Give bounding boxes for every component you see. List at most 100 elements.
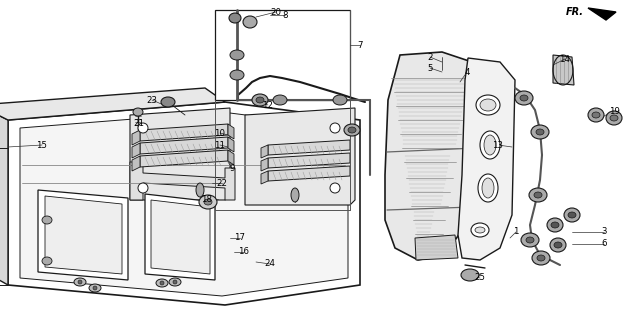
Ellipse shape xyxy=(78,280,82,284)
Ellipse shape xyxy=(169,278,181,286)
Ellipse shape xyxy=(537,255,545,261)
Text: 5: 5 xyxy=(427,63,433,73)
Polygon shape xyxy=(130,162,235,200)
Text: 19: 19 xyxy=(609,107,619,116)
Polygon shape xyxy=(8,102,360,305)
Ellipse shape xyxy=(520,95,528,101)
Text: 23: 23 xyxy=(146,95,157,105)
Ellipse shape xyxy=(606,111,622,125)
Text: 24: 24 xyxy=(264,260,276,268)
Ellipse shape xyxy=(534,192,542,198)
Ellipse shape xyxy=(133,108,143,116)
Ellipse shape xyxy=(273,95,287,105)
Polygon shape xyxy=(132,130,140,145)
Text: 12: 12 xyxy=(262,100,273,109)
Ellipse shape xyxy=(348,127,356,133)
Polygon shape xyxy=(245,108,355,205)
Ellipse shape xyxy=(480,131,500,159)
Ellipse shape xyxy=(484,135,496,155)
Ellipse shape xyxy=(547,218,563,232)
Ellipse shape xyxy=(592,112,600,118)
Ellipse shape xyxy=(610,115,618,121)
Ellipse shape xyxy=(74,278,86,286)
Polygon shape xyxy=(130,108,230,200)
Ellipse shape xyxy=(482,178,494,198)
Text: 7: 7 xyxy=(357,41,363,50)
Polygon shape xyxy=(140,137,228,154)
Ellipse shape xyxy=(138,123,148,133)
Text: 17: 17 xyxy=(235,234,245,243)
Polygon shape xyxy=(588,8,616,20)
Ellipse shape xyxy=(42,257,52,265)
Ellipse shape xyxy=(230,70,244,80)
Ellipse shape xyxy=(252,94,268,106)
Polygon shape xyxy=(145,194,215,280)
Polygon shape xyxy=(553,55,574,85)
Polygon shape xyxy=(261,171,268,184)
Ellipse shape xyxy=(344,124,360,136)
Ellipse shape xyxy=(138,183,148,193)
Text: 8: 8 xyxy=(282,11,288,20)
Polygon shape xyxy=(458,58,515,260)
Ellipse shape xyxy=(93,286,97,290)
Ellipse shape xyxy=(536,129,544,135)
Polygon shape xyxy=(0,105,8,285)
Text: 1: 1 xyxy=(514,228,519,236)
Ellipse shape xyxy=(199,195,217,209)
Ellipse shape xyxy=(256,97,264,103)
Polygon shape xyxy=(132,156,140,171)
Ellipse shape xyxy=(333,95,347,105)
Polygon shape xyxy=(261,145,268,158)
Ellipse shape xyxy=(568,212,576,218)
Ellipse shape xyxy=(196,183,204,197)
Text: 22: 22 xyxy=(216,179,228,188)
Ellipse shape xyxy=(526,237,534,243)
Ellipse shape xyxy=(476,95,500,115)
Polygon shape xyxy=(228,137,234,152)
Ellipse shape xyxy=(461,269,479,281)
Ellipse shape xyxy=(554,242,562,248)
Ellipse shape xyxy=(515,91,533,105)
Ellipse shape xyxy=(204,199,212,205)
Ellipse shape xyxy=(471,223,489,237)
Polygon shape xyxy=(151,200,210,274)
Text: 3: 3 xyxy=(601,228,607,236)
Polygon shape xyxy=(268,166,350,181)
Ellipse shape xyxy=(161,97,175,107)
Text: 6: 6 xyxy=(601,239,607,249)
Text: 21: 21 xyxy=(134,118,145,127)
Polygon shape xyxy=(20,112,348,296)
Text: 11: 11 xyxy=(214,140,226,149)
Ellipse shape xyxy=(588,108,604,122)
Ellipse shape xyxy=(229,13,241,23)
Text: 14: 14 xyxy=(559,54,571,63)
Ellipse shape xyxy=(330,123,340,133)
Text: 10: 10 xyxy=(214,129,226,138)
Ellipse shape xyxy=(475,227,485,233)
Polygon shape xyxy=(268,140,350,155)
Ellipse shape xyxy=(160,281,164,285)
Text: 13: 13 xyxy=(493,140,503,149)
Polygon shape xyxy=(45,196,122,274)
Polygon shape xyxy=(415,235,458,260)
Ellipse shape xyxy=(532,251,550,265)
Text: 18: 18 xyxy=(202,195,212,204)
Polygon shape xyxy=(228,124,234,139)
Ellipse shape xyxy=(531,125,549,139)
Polygon shape xyxy=(215,10,350,100)
Polygon shape xyxy=(0,88,225,120)
Polygon shape xyxy=(38,190,128,280)
Ellipse shape xyxy=(564,208,580,222)
Ellipse shape xyxy=(551,222,559,228)
Ellipse shape xyxy=(291,188,299,202)
Text: 16: 16 xyxy=(238,247,250,257)
Ellipse shape xyxy=(529,188,547,202)
Text: 20: 20 xyxy=(271,7,281,17)
Ellipse shape xyxy=(156,279,168,287)
Text: 15: 15 xyxy=(37,140,48,149)
Ellipse shape xyxy=(42,216,52,224)
Polygon shape xyxy=(268,153,350,168)
Text: 2: 2 xyxy=(427,52,433,61)
Polygon shape xyxy=(132,143,140,158)
Ellipse shape xyxy=(173,280,177,284)
